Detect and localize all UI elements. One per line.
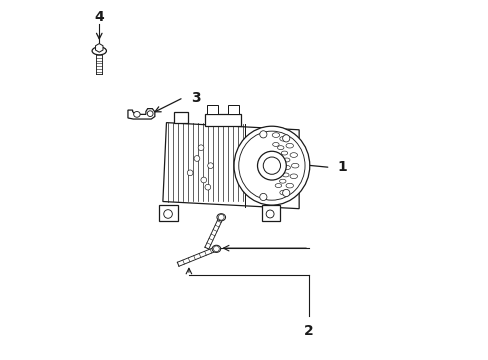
Circle shape	[204, 184, 210, 190]
Circle shape	[265, 210, 273, 218]
Ellipse shape	[272, 133, 279, 138]
Text: 3: 3	[190, 90, 200, 104]
Text: 2: 2	[304, 324, 313, 338]
Bar	[173, 112, 187, 123]
Ellipse shape	[279, 136, 286, 141]
Bar	[204, 114, 241, 126]
Ellipse shape	[234, 126, 309, 205]
Circle shape	[194, 156, 200, 161]
Circle shape	[259, 131, 266, 138]
Polygon shape	[95, 44, 103, 52]
Polygon shape	[163, 123, 299, 209]
Circle shape	[198, 145, 203, 150]
Ellipse shape	[212, 245, 220, 252]
Ellipse shape	[282, 173, 288, 177]
Ellipse shape	[217, 214, 225, 221]
Ellipse shape	[281, 151, 287, 155]
Ellipse shape	[291, 163, 298, 168]
Circle shape	[147, 111, 153, 117]
Bar	[206, 105, 218, 114]
Ellipse shape	[285, 143, 293, 148]
Ellipse shape	[279, 190, 286, 195]
Ellipse shape	[284, 166, 290, 170]
Bar	[262, 205, 280, 221]
Ellipse shape	[272, 143, 279, 147]
Ellipse shape	[133, 112, 140, 117]
Ellipse shape	[92, 47, 106, 55]
Circle shape	[257, 151, 285, 180]
Circle shape	[163, 210, 172, 218]
Polygon shape	[128, 109, 155, 119]
Circle shape	[201, 177, 206, 183]
Circle shape	[282, 135, 289, 142]
Ellipse shape	[285, 183, 293, 188]
Ellipse shape	[279, 179, 285, 183]
Circle shape	[259, 193, 266, 201]
Ellipse shape	[289, 174, 297, 179]
Ellipse shape	[275, 184, 281, 188]
Ellipse shape	[277, 146, 284, 150]
Circle shape	[218, 215, 224, 220]
Bar	[227, 105, 239, 114]
Ellipse shape	[289, 153, 297, 157]
Text: 1: 1	[337, 161, 347, 175]
Circle shape	[187, 170, 193, 176]
Circle shape	[213, 246, 219, 252]
Text: 4: 4	[94, 10, 104, 24]
Circle shape	[282, 189, 289, 197]
Circle shape	[263, 157, 280, 174]
Bar	[158, 205, 178, 221]
Circle shape	[207, 163, 213, 168]
Ellipse shape	[283, 158, 289, 162]
